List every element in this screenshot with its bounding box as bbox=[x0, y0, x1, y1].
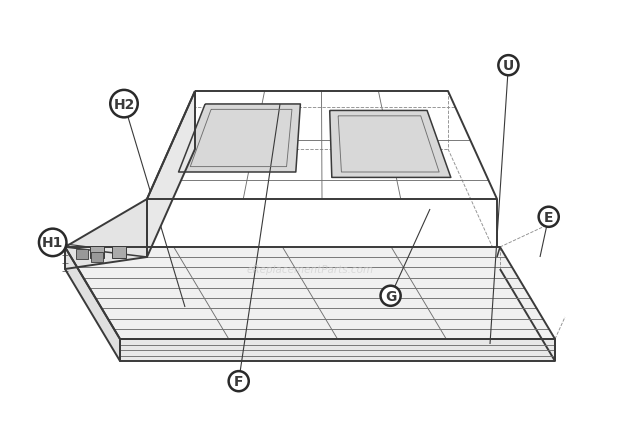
Polygon shape bbox=[65, 199, 147, 269]
Text: F: F bbox=[234, 374, 244, 388]
Polygon shape bbox=[179, 105, 300, 173]
Polygon shape bbox=[330, 111, 451, 178]
Polygon shape bbox=[91, 253, 103, 262]
Polygon shape bbox=[65, 248, 120, 361]
Polygon shape bbox=[112, 246, 126, 259]
Text: H1: H1 bbox=[42, 236, 63, 250]
Polygon shape bbox=[120, 339, 555, 361]
Text: H2: H2 bbox=[113, 98, 135, 111]
Polygon shape bbox=[76, 249, 88, 259]
Polygon shape bbox=[147, 92, 195, 257]
Text: eReplacementParts.com: eReplacementParts.com bbox=[246, 265, 374, 274]
Text: E: E bbox=[544, 210, 554, 224]
Text: G: G bbox=[385, 289, 396, 303]
Polygon shape bbox=[90, 246, 104, 259]
Text: U: U bbox=[503, 59, 514, 73]
Polygon shape bbox=[65, 248, 555, 339]
